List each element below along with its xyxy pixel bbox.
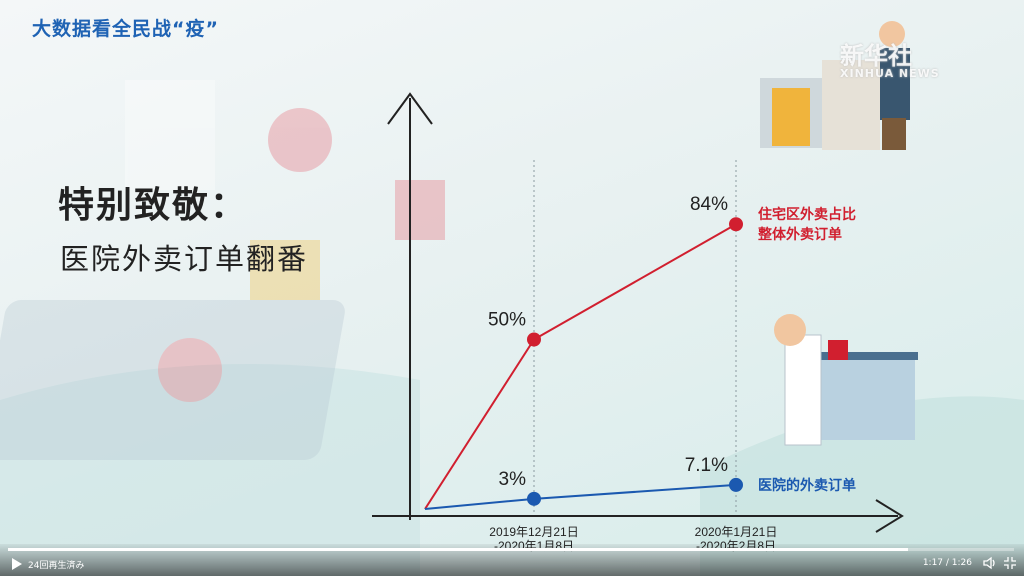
series-line-1	[424, 483, 737, 510]
delivery-scooter-illustration	[0, 80, 445, 460]
program-topic-title: 大数据看全民战“疫”	[32, 18, 219, 40]
xinhua-watermark: 新华社 XINHUA NEWS	[840, 36, 940, 80]
fullscreen-exit-icon[interactable]	[1002, 555, 1018, 571]
volume-icon[interactable]	[982, 555, 998, 571]
progress-fill	[8, 548, 909, 551]
play-count: 24回再生済み	[28, 561, 85, 571]
x-tick-label: 2020年1月21日	[695, 525, 778, 539]
y-axis-arrow	[387, 92, 433, 125]
data-point	[729, 217, 743, 232]
data-label: 50%	[488, 310, 526, 331]
data-point	[729, 477, 743, 492]
x-tick-label: 2019年12月21日	[489, 525, 578, 539]
series-label: 整体外卖订单	[757, 226, 842, 243]
data-point	[527, 332, 541, 347]
progress-bar[interactable]	[8, 548, 1014, 551]
data-label: 3%	[499, 469, 527, 490]
series-label: 医院的外卖订单	[758, 477, 856, 494]
series-label: 住宅区外卖占比	[758, 206, 856, 223]
watermark-main: 新华社	[840, 42, 912, 70]
headline-line-1: 特别致敬：	[58, 185, 249, 226]
play-icon[interactable]	[8, 556, 24, 572]
hospital-illustration	[774, 314, 918, 446]
data-point	[527, 491, 541, 506]
data-label: 84%	[690, 194, 728, 215]
resident-illustration	[760, 21, 910, 150]
data-label: 7.1%	[685, 455, 728, 476]
playback-time: 1:17 / 1:26	[922, 558, 972, 568]
watermark-sub: XINHUA NEWS	[840, 67, 940, 80]
headline-line-2: 医院外卖订单翻番	[60, 242, 309, 276]
x-axis-arrow	[875, 499, 904, 533]
video-player-controls: 24回再生済み 1:17 / 1:26	[0, 544, 1024, 576]
